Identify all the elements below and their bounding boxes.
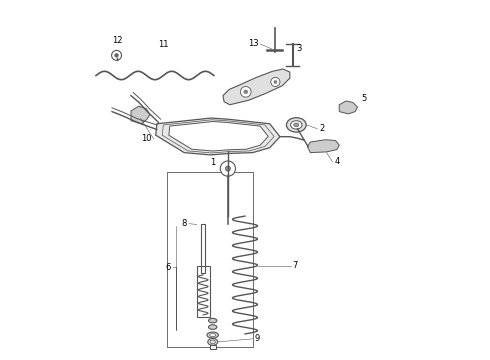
Text: 2: 2: [319, 124, 324, 133]
Text: 4: 4: [334, 157, 340, 166]
Text: 9: 9: [254, 334, 260, 343]
Text: 1: 1: [210, 158, 215, 167]
Polygon shape: [131, 106, 150, 124]
Circle shape: [271, 77, 280, 86]
Circle shape: [244, 90, 247, 94]
Circle shape: [225, 166, 231, 171]
Ellipse shape: [208, 338, 218, 345]
Circle shape: [241, 86, 251, 97]
Text: 12: 12: [112, 36, 123, 45]
Ellipse shape: [294, 123, 299, 127]
Text: 5: 5: [361, 94, 366, 103]
Text: 8: 8: [182, 219, 187, 228]
Ellipse shape: [287, 118, 306, 132]
Polygon shape: [169, 122, 268, 151]
Text: 7: 7: [293, 261, 298, 270]
Ellipse shape: [291, 121, 302, 129]
Polygon shape: [307, 140, 339, 153]
Polygon shape: [156, 118, 280, 155]
Text: 6: 6: [166, 263, 171, 272]
Text: 11: 11: [158, 40, 169, 49]
Ellipse shape: [210, 333, 216, 337]
Circle shape: [274, 80, 277, 84]
Ellipse shape: [209, 318, 217, 323]
Circle shape: [220, 161, 236, 176]
Text: 10: 10: [142, 134, 152, 143]
Bar: [167, 172, 253, 347]
Text: 3: 3: [296, 44, 302, 53]
Polygon shape: [339, 101, 358, 114]
Ellipse shape: [209, 325, 217, 329]
Circle shape: [112, 50, 122, 60]
Circle shape: [115, 53, 119, 57]
Text: 13: 13: [247, 40, 258, 49]
Bar: [197, 266, 210, 317]
Polygon shape: [223, 69, 290, 105]
Bar: [210, 345, 216, 349]
Bar: [201, 224, 205, 273]
Ellipse shape: [207, 332, 219, 338]
